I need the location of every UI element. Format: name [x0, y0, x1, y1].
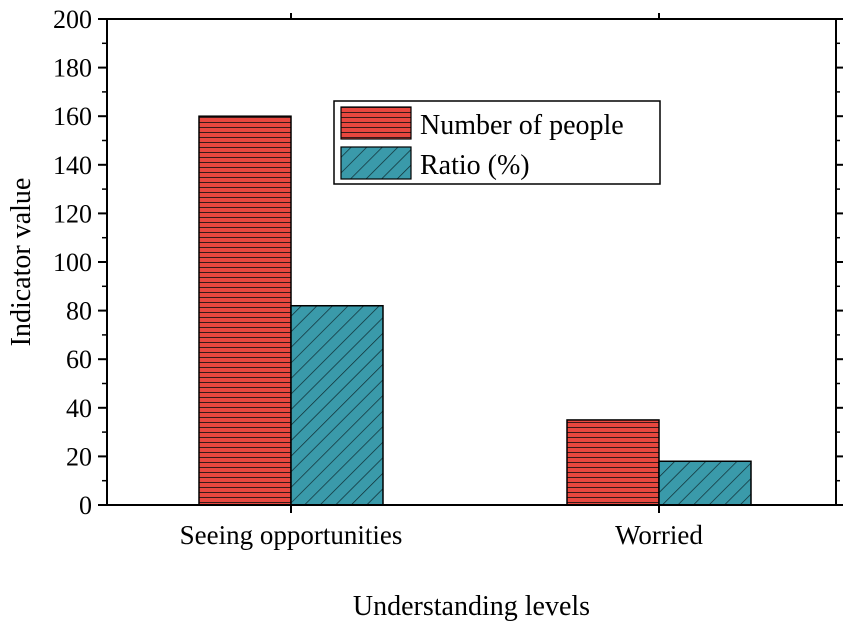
x-category-label: Worried — [615, 520, 703, 550]
bar-ratio-seeing-opportunities — [290, 304, 384, 506]
legend-swatch-ratio — [340, 146, 412, 180]
legend-label-ratio: Ratio (%) — [420, 150, 530, 181]
x-axis: Seeing opportunities Worried — [180, 13, 703, 550]
y-tick-label: 20 — [66, 442, 92, 471]
bar-ratio-worried — [658, 460, 752, 506]
y-axis: 0 20 40 60 80 100 120 140 160 180 200 — [53, 5, 843, 520]
bar-number-of-people-seeing-opportunities — [198, 115, 292, 506]
y-axis-title: Indicator value — [6, 178, 37, 347]
bars — [198, 115, 752, 506]
plot-frame — [106, 18, 837, 506]
legend: Number of people Ratio (%) — [333, 100, 661, 185]
legend-swatch-number-of-people — [340, 106, 412, 140]
bar-number-of-people-worried — [566, 419, 660, 506]
y-tick-label: 0 — [79, 491, 92, 520]
legend-label-number-of-people: Number of people — [420, 110, 624, 141]
y-tick-label: 160 — [53, 102, 92, 131]
y-tick-label: 180 — [53, 54, 92, 83]
y-tick-label: 60 — [66, 345, 92, 374]
x-category-label: Seeing opportunities — [180, 520, 403, 550]
y-tick-label: 120 — [53, 199, 92, 228]
y-tick-label: 200 — [53, 5, 92, 34]
y-tick-label: 80 — [66, 297, 92, 326]
y-tick-label: 40 — [66, 394, 92, 423]
x-axis-title: Understanding levels — [353, 591, 590, 622]
y-tick-label: 140 — [53, 151, 92, 180]
y-tick-label: 100 — [53, 248, 92, 277]
